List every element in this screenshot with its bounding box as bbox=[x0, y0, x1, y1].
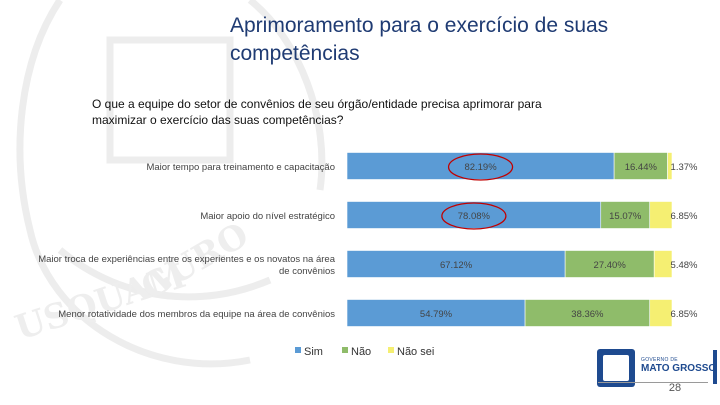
legend-swatch bbox=[295, 347, 301, 353]
data-label: 1.37% bbox=[671, 162, 698, 173]
legend-swatch bbox=[342, 347, 348, 353]
legend-swatch bbox=[388, 347, 394, 353]
bar-sim bbox=[346, 250, 566, 278]
bar-sim bbox=[346, 299, 526, 327]
bar-não bbox=[564, 250, 655, 278]
data-label: 54.79% bbox=[420, 309, 453, 320]
page-number: 28 bbox=[668, 382, 682, 394]
chart-question: O que a equipe do setor de convênios de … bbox=[92, 97, 542, 127]
category-label: de convênios bbox=[279, 266, 335, 277]
category-label: Maior tempo para treinamento e capacitaç… bbox=[146, 162, 335, 173]
logo-small-text: GOVERNO DE bbox=[641, 357, 678, 363]
data-label: 67.12% bbox=[440, 260, 473, 271]
category-label: Maior troca de experiências entre os exp… bbox=[38, 254, 335, 265]
bar-não-sei bbox=[649, 201, 673, 229]
footer-divider bbox=[598, 382, 708, 383]
category-label: Menor rotatividade dos membros da equipe… bbox=[58, 309, 335, 320]
data-label: 38.36% bbox=[571, 309, 604, 320]
legend-label: Não bbox=[351, 346, 371, 358]
bar-não bbox=[524, 299, 651, 327]
data-label: 16.44% bbox=[625, 162, 658, 173]
highlight-circle bbox=[441, 202, 507, 230]
side-accent-bar bbox=[713, 350, 717, 384]
bar-não-sei bbox=[653, 250, 673, 278]
slide-title: Aprimoramento para o exercício de suas c… bbox=[230, 14, 609, 65]
legend-label: Não sei bbox=[397, 346, 434, 358]
category-label: Maior apoio do nível estratégico bbox=[200, 211, 335, 222]
bar-não-sei bbox=[649, 299, 673, 327]
data-label: 78.08% bbox=[458, 211, 491, 222]
government-logo: GOVERNO DE MATO GROSSO bbox=[597, 347, 716, 389]
data-label: 6.85% bbox=[671, 211, 698, 222]
data-label: 15.07% bbox=[609, 211, 642, 222]
data-label: 27.40% bbox=[594, 260, 627, 271]
data-label: 82.19% bbox=[464, 162, 497, 173]
legend-label: Sim bbox=[304, 346, 323, 358]
highlight-circle bbox=[447, 153, 514, 181]
bar-não-sei bbox=[667, 152, 673, 180]
logo-emblem-icon bbox=[597, 349, 635, 387]
logo-text: MATO GROSSO bbox=[641, 363, 717, 374]
data-label: 6.85% bbox=[671, 309, 698, 320]
data-label: 5.48% bbox=[671, 260, 698, 271]
